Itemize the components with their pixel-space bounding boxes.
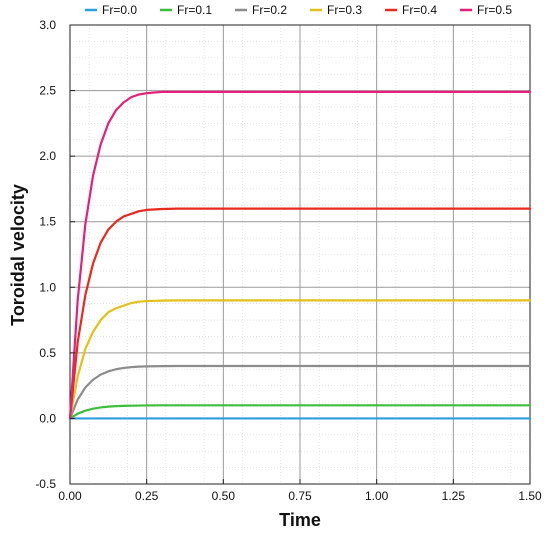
grid [69,24,531,485]
legend-label: Fr=0.4 [402,3,437,17]
legend-label: Fr=0.5 [477,3,512,17]
x-tick-label: 1.25 [442,489,466,503]
x-tick-label: 1.00 [365,489,389,503]
y-tick-label: 3.0 [39,18,56,32]
series-line-fr-0-3 [68,299,532,420]
y-tick-label: 1.0 [39,280,56,294]
x-tick-label: 1.50 [518,489,542,503]
legend-label: Fr=0.1 [177,3,212,17]
x-tick-label: 0.25 [135,489,159,503]
x-tick-label: 0.50 [212,489,236,503]
y-tick-label: 1.5 [39,215,56,229]
legend-label: Fr=0.0 [102,3,137,17]
legend-label: Fr=0.2 [252,3,287,17]
x-axis-title: Time [279,510,321,530]
ticks-layer: -0.5 0.0 0.5 1.0 1.5 2.0 2.5 3.0 0.00 0.25 0.50 0.7… [35,18,542,503]
series-line-fr-0-5 [68,90,532,420]
series-layer [68,90,532,420]
legend-label: Fr=0.3 [327,3,362,17]
x-tick-label: 0.00 [58,489,82,503]
y-axis-title: Toroidal velocity [8,184,28,326]
series-line-fr-0-2 [68,364,532,420]
series-line-fr-0-4 [68,207,532,420]
x-tick-label: 0.75 [288,489,312,503]
y-tick-label: 2.0 [39,149,56,163]
y-tick-label: -0.5 [35,477,56,491]
y-tick-label: 0.0 [39,411,56,425]
legend: Fr=0.0 Fr=0.1 Fr=0.2 Fr=0.3 Fr=0.4 Fr=0.5 [85,3,512,17]
y-tick-label: 2.5 [39,84,56,98]
series-line-fr-0-1 [68,404,532,420]
y-tick-label: 0.5 [39,346,56,360]
